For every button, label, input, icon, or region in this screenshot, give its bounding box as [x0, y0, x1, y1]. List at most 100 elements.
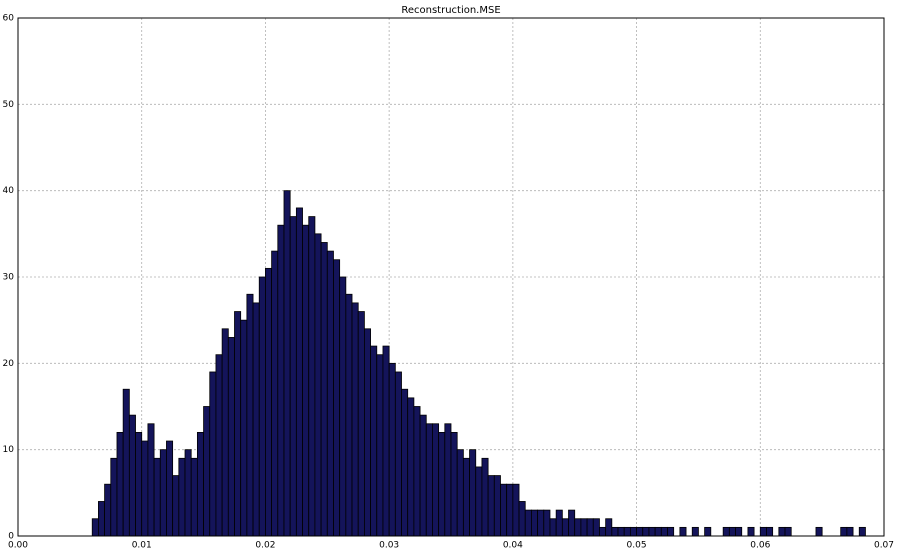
bar — [462, 457, 470, 537]
bar — [537, 509, 545, 537]
bar — [203, 406, 211, 537]
bar — [283, 190, 291, 537]
bar — [196, 431, 204, 537]
bar — [314, 233, 322, 537]
bar — [722, 526, 730, 537]
x-tick-label: 0.01 — [132, 541, 152, 551]
bar — [524, 509, 532, 537]
y-tick-label: 40 — [3, 186, 15, 196]
bar — [586, 518, 594, 537]
bar — [153, 457, 161, 537]
bar — [333, 259, 341, 537]
bar — [475, 466, 483, 537]
bar — [363, 328, 371, 537]
bar — [295, 207, 303, 537]
y-tick-label: 30 — [3, 273, 15, 283]
bar — [413, 406, 421, 537]
bar — [846, 526, 854, 537]
x-tick-label: 0.03 — [379, 541, 399, 551]
bar — [159, 449, 167, 537]
bar — [128, 414, 136, 537]
bar — [605, 518, 613, 537]
bar — [815, 526, 823, 537]
bar — [258, 276, 266, 537]
bar — [98, 501, 105, 537]
bar — [388, 362, 396, 537]
bar — [135, 431, 143, 537]
bar — [104, 483, 112, 537]
bar — [617, 526, 625, 537]
bar — [691, 526, 699, 537]
bar — [456, 449, 464, 537]
bar — [240, 319, 248, 537]
bar — [394, 371, 402, 537]
y-tick-label: 60 — [3, 14, 15, 24]
bar — [636, 526, 644, 537]
bar — [611, 526, 619, 537]
chart-title: Reconstruction.MSE — [401, 5, 500, 16]
bar — [629, 526, 637, 537]
bar — [592, 518, 600, 537]
bar — [481, 457, 489, 537]
x-tick-label: 0.00 — [8, 541, 28, 551]
bar — [840, 526, 848, 537]
bar — [116, 431, 124, 537]
bar — [166, 440, 174, 537]
bar — [432, 423, 440, 537]
bar — [252, 302, 260, 537]
bar — [246, 293, 254, 537]
bar — [265, 267, 273, 537]
bar — [642, 526, 650, 537]
bar — [425, 423, 433, 537]
bar — [759, 526, 767, 537]
bar — [438, 431, 446, 537]
bar — [382, 345, 390, 537]
bar — [660, 526, 668, 537]
bar — [147, 423, 155, 537]
bar — [599, 526, 607, 537]
bar — [555, 509, 563, 537]
bar — [568, 509, 576, 537]
bar — [190, 457, 198, 537]
x-tick-label: 0.06 — [750, 541, 770, 551]
y-tick-label: 0 — [8, 532, 14, 542]
bar — [735, 526, 743, 537]
bar — [277, 224, 285, 537]
bar — [351, 302, 359, 537]
y-tick-label: 20 — [3, 359, 15, 369]
bar — [227, 337, 235, 537]
bar — [141, 440, 149, 537]
bar — [184, 449, 192, 537]
bar — [623, 526, 631, 537]
bar — [531, 509, 539, 537]
bar — [549, 518, 557, 537]
bar — [302, 224, 310, 537]
x-tick-label: 0.02 — [255, 541, 275, 551]
bar — [370, 345, 378, 537]
bar — [500, 483, 508, 537]
bar — [728, 526, 736, 537]
bar — [407, 397, 415, 537]
bar — [506, 483, 514, 537]
y-tick-label: 10 — [3, 445, 15, 455]
plot-frame — [17, 17, 885, 537]
bar — [401, 388, 409, 537]
bar — [747, 526, 755, 537]
bar — [574, 518, 582, 537]
x-tick-label: 0.04 — [503, 541, 523, 551]
x-tick-label: 0.05 — [627, 541, 647, 551]
bar — [289, 216, 297, 537]
bar — [376, 354, 384, 537]
x-tick-label: 0.07 — [874, 541, 894, 551]
bar — [518, 501, 526, 537]
bar — [667, 526, 675, 537]
bar — [178, 457, 186, 537]
bar — [704, 526, 712, 537]
bar — [648, 526, 656, 537]
bar — [91, 518, 99, 537]
bar — [469, 449, 477, 537]
bar — [339, 276, 347, 537]
bar — [444, 423, 452, 537]
y-tick-label: 50 — [3, 100, 15, 110]
